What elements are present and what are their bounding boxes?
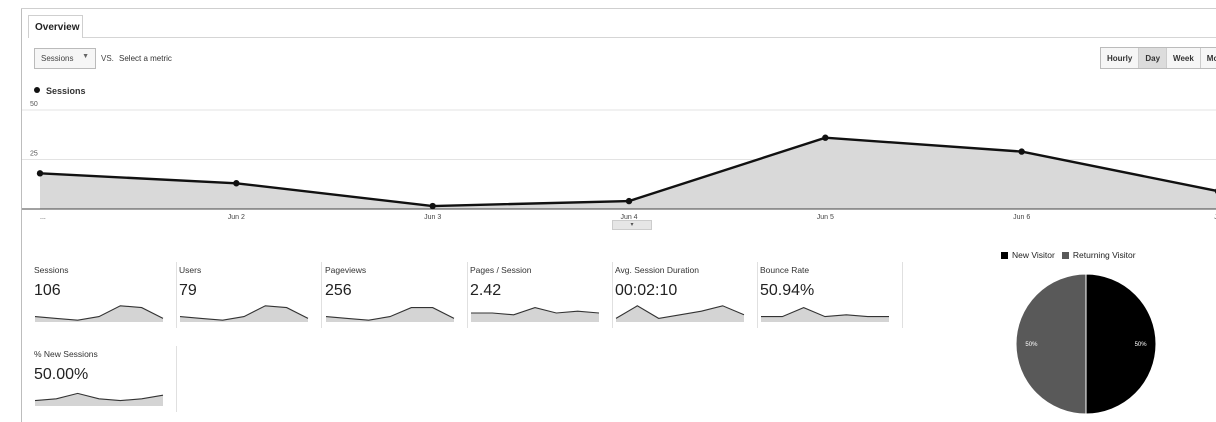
pie-slice-label: 50%	[1025, 342, 1038, 348]
scorecard-label: Bounce Rate	[760, 265, 810, 275]
data-point[interactable]	[233, 180, 240, 187]
metric-select-value: Sessions	[41, 54, 74, 63]
chart-expand-handle[interactable]: ▾	[612, 220, 652, 230]
sparkline	[34, 392, 164, 406]
scorecard-value: 00:02:10	[615, 282, 678, 299]
period-hourly-button[interactable]: Hourly	[1101, 48, 1140, 68]
sparkline-line	[179, 305, 309, 321]
data-point[interactable]	[36, 170, 44, 177]
legend-series-label: Sessions	[46, 86, 86, 96]
sparkline-area	[471, 307, 599, 322]
x-tick-label: Jun 3	[424, 214, 441, 221]
metric-select[interactable]: Sessions ▼	[34, 48, 96, 69]
chart-legend: Sessions	[34, 86, 86, 96]
scorecard-sessions[interactable]: Sessions 106	[34, 262, 177, 328]
period-toggle: Hourly Day Week Mon	[1100, 47, 1216, 69]
tab-overview[interactable]: Overview	[28, 15, 83, 38]
scorecard-label: Pages / Session	[470, 265, 532, 275]
legend-swatch-new	[1001, 252, 1008, 259]
scorecard-label: Sessions	[34, 265, 69, 275]
y-tick-label: 25	[30, 151, 38, 158]
x-tick-label: Jun 6	[1013, 214, 1030, 221]
scorecard-users[interactable]: Users 79	[179, 262, 322, 328]
left-border	[21, 8, 22, 422]
sparkline	[325, 307, 455, 322]
scorecard-pages-session[interactable]: Pages / Session 2.42	[470, 262, 613, 328]
sparkline-line	[34, 392, 164, 402]
scorecard-label: % New Sessions	[34, 349, 98, 359]
scorecard-label: Pageviews	[325, 265, 367, 275]
data-point[interactable]	[822, 134, 829, 141]
sparkline-area	[761, 307, 889, 322]
sparkline-area	[35, 305, 163, 322]
x-tick-label: Jun 5	[817, 214, 834, 221]
x-tick-label: ...	[40, 214, 46, 221]
sessions-line-chart: 50 25... Jun 2 Jun 3 Jun 4 Jun 5 Jun 6 Ju	[22, 101, 1216, 221]
legend-new-visitor: New Visitor	[1012, 250, 1055, 260]
scorecard-value: 2.42	[470, 282, 502, 299]
period-month-button[interactable]: Mon	[1200, 48, 1216, 68]
sparkline	[471, 307, 600, 322]
pie-slice-label: 50%	[1135, 342, 1148, 348]
x-tick-label: Jun 2	[228, 214, 245, 221]
data-point[interactable]	[429, 202, 436, 210]
scorecard-label: Avg. Session Duration	[615, 265, 699, 275]
period-week-button[interactable]: Week	[1167, 48, 1201, 68]
sparkline	[34, 305, 164, 322]
scorecard-value: 50.94%	[760, 282, 815, 299]
sparkline-line	[325, 307, 455, 321]
legend-dot-icon	[34, 87, 40, 93]
select-metric-link[interactable]: Select a metric	[119, 54, 172, 63]
visitor-pie-chart: 50% 50%	[1015, 273, 1157, 415]
sparkline-area	[180, 305, 308, 322]
vs-label: VS.	[101, 54, 114, 63]
pie-slice[interactable]	[1085, 273, 1157, 415]
period-day-button[interactable]: Day	[1139, 48, 1168, 68]
scorecard-value: 256	[325, 282, 352, 299]
scorecard-pageviews[interactable]: Pageviews 256	[325, 262, 468, 328]
scorecard-new-sessions[interactable]: % New Sessions 50.00%	[34, 346, 177, 412]
sessions-area	[40, 137, 1216, 209]
x-tick-label: Jun 4	[620, 214, 637, 221]
data-point[interactable]	[625, 197, 633, 205]
sparkline	[761, 307, 889, 322]
pie-legend: New Visitor Returning Visitor	[1001, 250, 1136, 260]
scorecard-value: 79	[179, 282, 197, 299]
sparkline-line	[471, 307, 600, 316]
tab-baseline	[83, 37, 1216, 38]
pie-slice[interactable]	[1015, 273, 1087, 415]
sparkline-area	[616, 305, 744, 322]
sparkline-line	[761, 307, 889, 318]
top-border	[21, 8, 1216, 9]
sparkline-area	[35, 393, 163, 406]
data-point[interactable]	[1018, 148, 1025, 155]
sparkline	[615, 305, 745, 322]
y-tick-label: 50	[30, 101, 38, 108]
x-tick-label: Ju	[1214, 214, 1216, 221]
scorecard-avg-session-duration[interactable]: Avg. Session Duration 00:02:10	[615, 262, 758, 328]
scorecard-value: 50.00%	[34, 366, 89, 383]
legend-returning-visitor: Returning Visitor	[1072, 250, 1136, 260]
scorecard-label: Users	[179, 265, 202, 275]
sparkline-area	[326, 307, 454, 322]
sparkline	[179, 305, 309, 322]
scorecard-value: 106	[34, 282, 61, 299]
sparkline-line	[615, 305, 745, 319]
chevron-down-icon: ▼	[82, 53, 89, 60]
scorecard-bounce-rate[interactable]: Bounce Rate 50.94%	[760, 262, 903, 328]
legend-swatch-returning	[1061, 252, 1069, 259]
sparkline-line	[34, 305, 164, 321]
